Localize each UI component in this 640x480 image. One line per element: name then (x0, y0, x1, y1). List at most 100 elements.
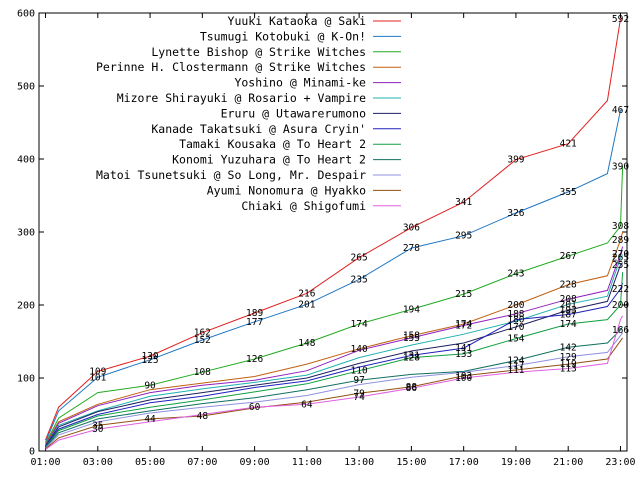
data-label: 141 (455, 343, 472, 354)
data-label: 201 (298, 299, 315, 310)
data-label: 174 (351, 319, 368, 330)
data-label: 306 (403, 223, 420, 234)
series-line-6 (45, 262, 623, 447)
y-tick-label: 200 (17, 301, 35, 312)
series-line-9 (45, 326, 624, 448)
x-tick-label: 23:00 (605, 457, 635, 468)
y-tick-label: 500 (17, 82, 35, 93)
data-label: 162 (194, 328, 211, 339)
data-label: 148 (298, 338, 315, 349)
series-line-4 (45, 246, 624, 446)
x-tick-label: 15:00 (396, 457, 426, 468)
series-line-5 (45, 255, 623, 447)
data-label: 103 (455, 371, 472, 382)
data-label: 140 (351, 344, 368, 355)
data-label: 130 (141, 351, 158, 362)
series-line-1 (45, 109, 623, 443)
data-label: 100 (455, 373, 472, 384)
data-label: 341 (455, 197, 472, 208)
data-label: 215 (455, 289, 472, 300)
y-tick-label: 600 (17, 9, 35, 20)
x-axis: 01:00 03:00 05:00 07:00 09:00 11:00 13:00 15:00… (30, 13, 636, 468)
data-label: 216 (298, 288, 315, 299)
data-label: 44 (144, 414, 156, 425)
legend-entry-label: Tamaki Kousaka @ To Heart 2 (179, 137, 366, 151)
data-label: 133 (455, 349, 472, 360)
legend-entry-label: Matoi Tsunetsuki @ So Long, Mr. Despair (96, 168, 366, 182)
data-label: 200 (612, 300, 629, 311)
data-label: 154 (507, 334, 524, 345)
data-label: 109 (89, 366, 106, 377)
series-line-7 (45, 282, 624, 447)
data-label: 35 (92, 420, 103, 431)
data-label: 64 (301, 399, 313, 410)
data-label: 124 (507, 355, 524, 366)
series-line-2 (45, 166, 624, 444)
data-label: 126 (246, 354, 263, 365)
data-label: 97 (353, 375, 364, 386)
legend-entry-label: Konomi Yuzuhara @ To Heart 2 (172, 153, 366, 167)
data-label: 48 (197, 411, 209, 422)
legend-entry-label: Tsumugi Kotobuki @ K-On! (200, 29, 366, 43)
data-label: 131 (403, 350, 420, 361)
data-label: 295 (455, 231, 472, 242)
data-label: 113 (560, 364, 577, 375)
legend-entry-label: Ayumi Nonomura @ Hyakko (207, 183, 366, 197)
data-label: 222 (612, 284, 629, 295)
series-line-10 (45, 332, 624, 449)
data-label: 108 (194, 367, 211, 378)
data-label: 111 (507, 365, 524, 376)
series-layer (45, 18, 624, 450)
data-label: 166 (612, 325, 629, 336)
series-line-8 (45, 272, 624, 448)
legend-entry-label: Eruru @ Utawarerumono (221, 106, 366, 120)
data-label: 289 (612, 235, 629, 246)
data-label: 265 (351, 253, 368, 264)
data-label: 142 (560, 342, 577, 353)
data-label: 189 (246, 308, 263, 319)
data-label: 200 (507, 300, 524, 311)
data-label: 119 (560, 359, 577, 370)
data-label: 421 (560, 139, 577, 150)
legend-entry-label: Yoshino @ Minami-ke (234, 76, 366, 90)
series-line-12 (45, 315, 624, 450)
data-label: 129 (560, 352, 577, 363)
series-line-11 (45, 337, 624, 450)
legend-entry-label: Lynette Bishop @ Strike Witches (151, 45, 366, 59)
data-label: 30 (92, 424, 104, 435)
data-label: 172 (455, 320, 472, 331)
data-label: 152 (194, 335, 211, 346)
legend-entry-label: Yuuki Kataoka @ Saki (228, 14, 367, 28)
data-label: 267 (560, 251, 577, 262)
y-tick-label: 0 (29, 447, 35, 458)
data-label: 86 (406, 383, 418, 394)
data-label: 390 (612, 161, 629, 172)
data-label: 592 (612, 14, 629, 25)
data-label: 308 (612, 221, 629, 232)
y-tick-label: 300 (17, 228, 35, 239)
data-label: 174 (455, 319, 472, 330)
data-label: 194 (403, 304, 420, 315)
series-line-3 (45, 231, 624, 445)
data-label: 235 (351, 274, 368, 285)
data-label: 74 (353, 392, 365, 403)
series-line-0 (45, 18, 623, 441)
data-label: 90 (144, 380, 156, 391)
data-label: 177 (246, 317, 263, 328)
data-label: 79 (353, 388, 365, 399)
data-label: 193 (560, 305, 577, 316)
data-label: 158 (403, 331, 420, 342)
x-tick-label: 19:00 (501, 457, 531, 468)
x-tick-label: 07:00 (187, 457, 217, 468)
data-label: 101 (89, 372, 106, 383)
data-label: 88 (406, 382, 418, 393)
data-label: 255 (612, 260, 629, 271)
data-label: 170 (507, 322, 524, 333)
data-label: 326 (507, 208, 524, 219)
data-labels-layer: 109 130 162 189 216 265 306 341 399 421 592 101 125 1… (89, 14, 629, 435)
data-label: 243 (507, 269, 524, 280)
data-label: 128 (403, 353, 420, 364)
legend-entry-label: Kanade Takatsuki @ Asura Cryin' (151, 122, 366, 136)
